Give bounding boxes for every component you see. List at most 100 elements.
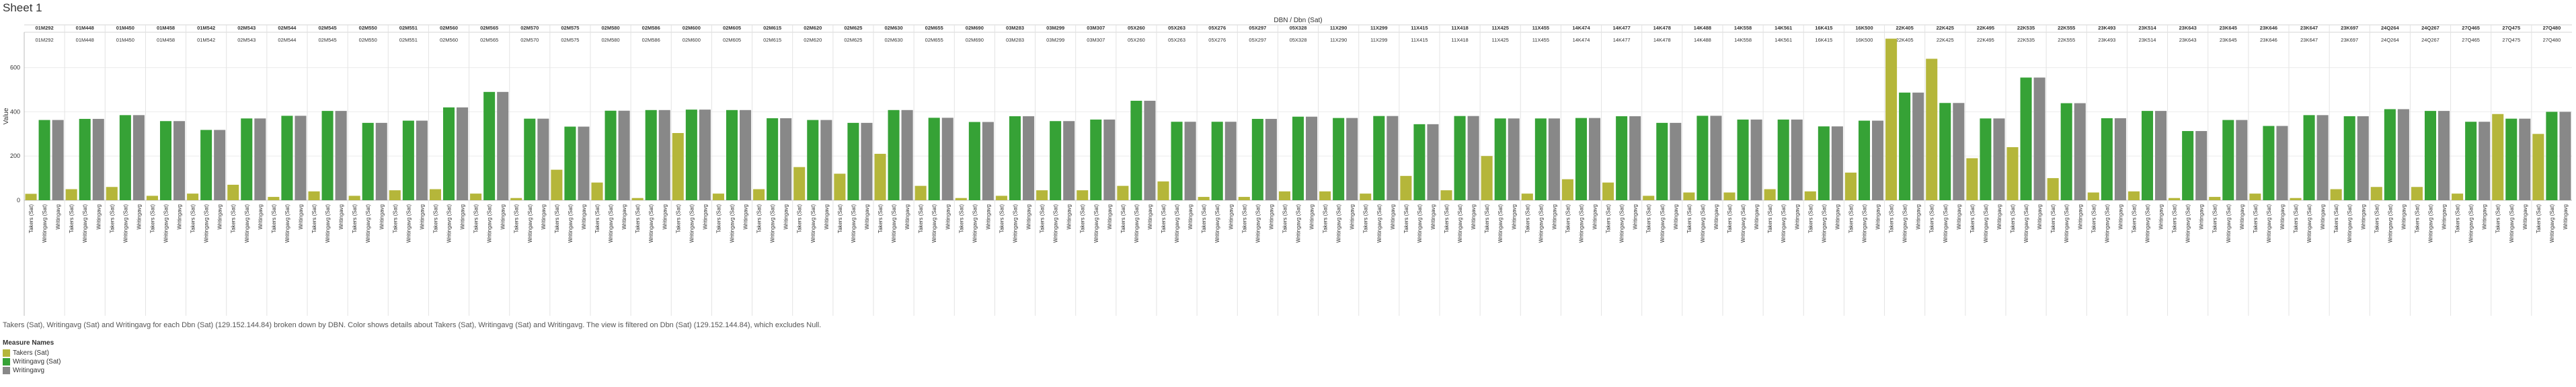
dbn-sat-header: 27Q480 <box>2543 37 2561 43</box>
x-category-label: Writingavg (Sat) <box>1134 204 1140 243</box>
x-category-label: Takers (Sat) <box>1969 204 1976 233</box>
legend-item-writingavg[interactable]: Writingavg <box>3 366 61 375</box>
dbn-header: 27Q465 <box>2462 25 2480 31</box>
bar <box>2290 198 2302 200</box>
bar <box>1723 192 1735 200</box>
bar <box>2101 118 2113 200</box>
bar <box>1643 196 1655 200</box>
x-category-label: Writingavg (Sat) <box>1417 204 1423 243</box>
bar <box>335 111 347 200</box>
dbn-header: 02M544 <box>278 25 297 31</box>
bar <box>254 118 266 200</box>
x-category-label: Takers (Sat) <box>1403 204 1409 233</box>
bar <box>2236 120 2248 200</box>
x-category-label: Writingavg <box>2158 204 2164 230</box>
x-category-label: Writingavg (Sat) <box>244 204 250 243</box>
dbn-header: 02M550 <box>359 25 377 31</box>
x-category-label: Writingavg <box>1187 204 1194 230</box>
dbn-sat-header: 14K558 <box>1734 37 1752 43</box>
bar <box>861 122 873 200</box>
bar <box>1117 185 1129 200</box>
dbn-sat-header: 03M283 <box>1006 37 1024 43</box>
bar <box>1360 194 1372 200</box>
legend-item-takers[interactable]: Takers (Sat) <box>3 349 61 357</box>
x-category-label: Writingavg <box>1309 204 1315 230</box>
bar <box>685 110 697 200</box>
bar <box>1413 124 1426 200</box>
dbn-sat-header: 27Q475 <box>2502 37 2520 43</box>
x-category-label: Writingavg <box>1633 204 1639 230</box>
dbn-header: 02M625 <box>844 25 862 31</box>
dbn-sat-header: 02M565 <box>480 37 498 43</box>
dbn-header: 02M560 <box>440 25 458 31</box>
x-category-label: Writingavg (Sat) <box>2185 204 2191 243</box>
bar <box>1251 118 1263 200</box>
legend-label-writingavg: Writingavg <box>13 367 45 374</box>
x-category-label: Writingavg (Sat) <box>2306 204 2312 243</box>
x-category-label: Writingavg (Sat) <box>972 204 978 243</box>
x-category-label: Writingavg (Sat) <box>891 204 897 243</box>
x-category-label: Takers (Sat) <box>715 204 721 233</box>
bar <box>834 173 846 200</box>
dbn-sat-header: 02M570 <box>520 37 539 43</box>
bar <box>2343 116 2355 200</box>
x-category-label: Writingavg <box>95 204 102 230</box>
bar <box>173 121 186 200</box>
legend-item-writingavg-sat[interactable]: Writingavg (Sat) <box>3 357 61 366</box>
x-category-label: Takers (Sat) <box>311 204 317 233</box>
x-category-label: Writingavg <box>298 204 304 230</box>
bar <box>2087 192 2099 200</box>
dbn-header: 14K488 <box>1694 25 1711 31</box>
x-category-label: Writingavg <box>379 204 385 230</box>
x-category-label: Writingavg (Sat) <box>1053 204 1059 243</box>
x-category-label: Writingavg <box>2037 204 2043 230</box>
bar <box>753 189 765 200</box>
x-category-label: Takers (Sat) <box>756 204 763 233</box>
dbn-sat-header: 02M580 <box>602 37 620 43</box>
x-category-label: Writingavg (Sat) <box>365 204 371 243</box>
dbn-header: 11X455 <box>1532 25 1549 31</box>
dbn-sat-header: 23K514 <box>2139 37 2156 43</box>
x-category-label: Writingavg (Sat) <box>1740 204 1746 243</box>
x-category-label: Takers (Sat) <box>554 204 560 233</box>
dbn-header: 23K493 <box>2098 25 2115 31</box>
x-category-label: Writingavg <box>1794 204 1800 230</box>
dbn-header: 14K478 <box>1653 25 1671 31</box>
dbn-sat-header: 11X418 <box>1451 37 1468 43</box>
bar <box>591 182 603 200</box>
x-category-label: Takers (Sat) <box>2495 204 2501 233</box>
x-category-label: Writingavg (Sat) <box>1376 204 1382 243</box>
dbn-sat-header: 02M615 <box>763 37 781 43</box>
bar <box>52 120 64 200</box>
dbn-sat-header: 23K645 <box>2220 37 2237 43</box>
bar <box>416 120 428 200</box>
dbn-header: 23K514 <box>2138 25 2156 31</box>
bar <box>820 120 832 200</box>
bar <box>119 115 131 200</box>
bar <box>995 196 1007 200</box>
x-category-label: Writingavg (Sat) <box>1013 204 1019 243</box>
x-category-label: Writingavg <box>1511 204 1517 230</box>
bar <box>2249 194 2261 200</box>
dbn-header: 23K645 <box>2220 25 2237 31</box>
bar <box>672 133 684 200</box>
bar <box>1333 118 1345 200</box>
x-category-label: Takers (Sat) <box>1848 204 1854 233</box>
dbn-header: 23K646 <box>2260 25 2277 31</box>
bar <box>2303 115 2315 200</box>
bar <box>1063 121 1075 200</box>
bar <box>1238 197 1250 200</box>
x-category-label: Takers (Sat) <box>28 204 34 233</box>
dbn-sat-header: 22K425 <box>1937 37 1954 43</box>
bar <box>510 198 522 200</box>
bar <box>1400 175 1412 200</box>
bar <box>2452 194 2464 200</box>
dbn-header: 14K558 <box>1734 25 1752 31</box>
dbn-header: 23K647 <box>2300 25 2318 31</box>
x-category-label: Writingavg <box>1350 204 1356 230</box>
x-category-label: Writingavg (Sat) <box>204 204 210 243</box>
bar <box>2559 112 2571 200</box>
x-category-label: Writingavg <box>1026 204 1032 230</box>
x-category-label: Writingavg (Sat) <box>608 204 614 243</box>
x-category-label: Takers (Sat) <box>2131 204 2137 233</box>
